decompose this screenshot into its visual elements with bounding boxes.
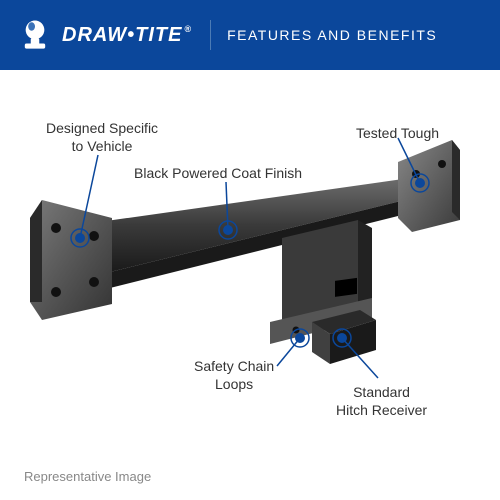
callout-label-tested: Tested Tough (356, 125, 439, 143)
callout-line-safety (277, 338, 300, 366)
callout-marker-dot-standard (337, 333, 347, 343)
footer-note: Representative Image (24, 469, 151, 484)
hitch-crossbar (78, 178, 438, 288)
callout-label-designed: Designed Specificto Vehicle (46, 120, 158, 155)
callout-label-safety: Safety ChainLoops (194, 358, 274, 393)
hitch-ball-icon (18, 18, 52, 52)
page: DRAW•TITE® FEATURES AND BENEFITS (0, 0, 500, 500)
header-bar: DRAW•TITE® FEATURES AND BENEFITS (0, 0, 500, 70)
header-tagline: FEATURES AND BENEFITS (227, 27, 437, 43)
callout-marker-dot-black (223, 225, 233, 235)
callout-label-standard: StandardHitch Receiver (336, 384, 427, 419)
brand-name: DRAW•TITE (62, 24, 182, 46)
callout-marker-dot-tested (415, 178, 425, 188)
diagram-area: Designed Specificto Vehicle Black Powered… (0, 70, 500, 500)
logo-area: DRAW•TITE® (0, 18, 192, 52)
callout-marker-dot-safety (295, 333, 305, 343)
header-divider (210, 20, 211, 50)
callout-marker-dot-designed (75, 233, 85, 243)
callout-label-black: Black Powered Coat Finish (134, 165, 302, 183)
logo-text: DRAW•TITE® (62, 24, 192, 47)
receiver-assembly (270, 220, 376, 364)
left-mount-plate (30, 200, 112, 320)
registered-mark: ® (184, 24, 192, 34)
